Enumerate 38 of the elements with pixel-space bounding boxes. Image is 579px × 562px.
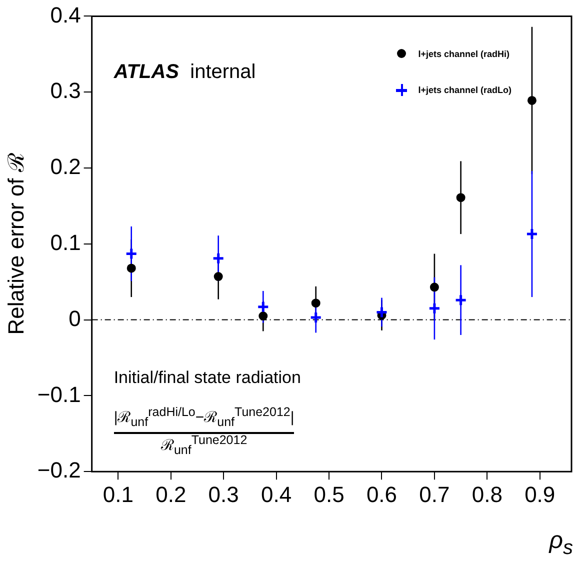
- point: [527, 96, 536, 105]
- x-tick-label: 0.9: [524, 482, 556, 507]
- annotation: ATLAS internal: [114, 61, 256, 84]
- point: [430, 282, 439, 292]
- point: [258, 312, 268, 321]
- point: [125, 248, 138, 260]
- y-tick-label: 0.3: [50, 78, 81, 104]
- y-tick-label: −0.2: [37, 458, 81, 483]
- point: [310, 311, 322, 324]
- point: [311, 298, 320, 308]
- x-tick-label: 0.3: [208, 482, 239, 507]
- y-axis-title: Relative error of ℛ: [3, 153, 28, 335]
- x-tick-label: 0.4: [261, 482, 292, 507]
- point: [454, 294, 468, 306]
- x-axis-title: ρ$_{s}$: [549, 526, 573, 560]
- point: [375, 306, 388, 318]
- y-tick-label: 0.4: [50, 2, 81, 28]
- x-tick-label: 0.2: [156, 482, 186, 507]
- point: [212, 252, 225, 265]
- point: [256, 300, 270, 314]
- point: [428, 302, 441, 315]
- y-tick-label: −0.1: [37, 382, 81, 407]
- point: [214, 272, 223, 282]
- y-tick-label: 0.1: [50, 230, 81, 255]
- x-tick-label: 0.5: [314, 482, 344, 507]
- x-tick-label: 0.1: [102, 482, 134, 507]
- point: [126, 264, 136, 273]
- annotation: Initial/final state radiation: [114, 368, 301, 388]
- y-tick-label: 0: [68, 306, 81, 331]
- annotation: |ℛ$_{unf}$$^{radHi/Lo}$−ℛ$_{unf}$$^{Tune2012}$|: [114, 405, 294, 434]
- legend-label: l+jets channel (radHi): [418, 49, 510, 60]
- legend-label: l+jets channel (radLo): [418, 85, 512, 96]
- x-tick-label: 0.6: [366, 482, 398, 507]
- point: [526, 228, 538, 240]
- x-tick-label: 0.7: [419, 482, 450, 507]
- y-tick-label: 0.2: [50, 154, 81, 180]
- x-tick-label: 0.8: [472, 482, 502, 507]
- point: [456, 193, 466, 202]
